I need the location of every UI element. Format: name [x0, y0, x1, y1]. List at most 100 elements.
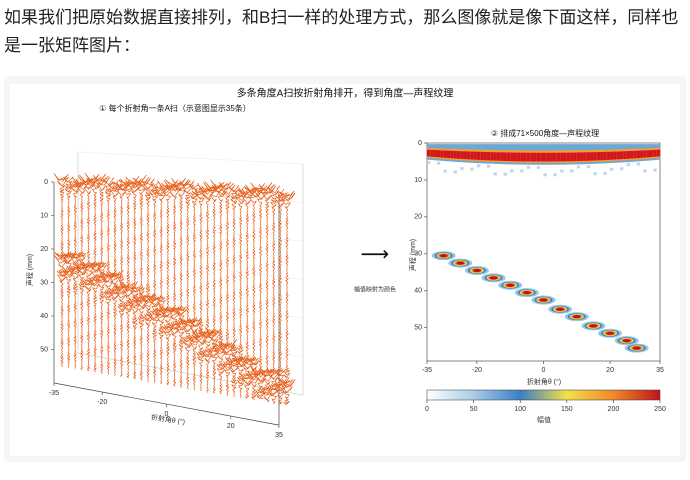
band-speck [636, 162, 641, 166]
a-scan-trace [179, 180, 198, 390]
band-core [523, 152, 528, 162]
right-x-label: 折射角θ (°) [527, 377, 561, 386]
band-core [573, 152, 577, 162]
y-tick-label: 10 [40, 212, 48, 219]
y-tick-label: 40 [40, 313, 48, 320]
band-speck [603, 171, 607, 175]
y-tick-label: 50 [40, 346, 48, 353]
reflector-blob [522, 291, 531, 295]
reflector-blob [539, 298, 548, 302]
band-core [540, 152, 544, 162]
band-core [603, 151, 607, 161]
colorbar-label: 幅值 [537, 415, 551, 424]
band-speck [610, 167, 614, 171]
band-core [636, 150, 641, 159]
band-core [626, 151, 631, 159]
band-core [456, 151, 461, 159]
reflector [464, 265, 489, 275]
band-speck [586, 165, 591, 169]
a-scan-trace [84, 172, 107, 372]
band-speck [493, 172, 497, 176]
a-scan-trace [139, 178, 157, 383]
arrow: ⟶ [361, 243, 390, 265]
x-tick-label: 20 [227, 423, 235, 430]
band-core [643, 150, 647, 158]
band-core [596, 152, 601, 161]
band-core [613, 151, 617, 160]
a-scan-trace [279, 190, 296, 405]
a-scan-trace [106, 180, 124, 376]
reflector-blob [439, 254, 448, 258]
band-speck [510, 169, 514, 173]
band-speck [620, 167, 624, 171]
band-speck [453, 170, 457, 174]
band-speck [626, 163, 631, 167]
band-core [450, 150, 454, 159]
band-core [576, 152, 581, 162]
band-core [633, 150, 637, 159]
a-scan-trace [148, 181, 161, 384]
band-speck [570, 169, 574, 173]
reflector-blob [506, 283, 515, 287]
band-speck [653, 168, 657, 172]
band-core [470, 151, 474, 160]
band-core [586, 152, 591, 161]
band-core [556, 152, 561, 162]
band-speck [476, 164, 481, 168]
band-core [640, 150, 644, 158]
paragraph: 如果我们把原始数据直接排列，和B扫一样的处理方式，那么图像就是像下面这样，同样也… [4, 8, 679, 55]
x-tick-label: -35 [422, 367, 432, 374]
band-speck [470, 167, 474, 171]
band-core [566, 152, 571, 162]
band-core [536, 152, 541, 162]
band-core [530, 152, 534, 162]
reflector-blob [456, 261, 465, 265]
band-speck [520, 169, 524, 173]
figure-title: 多条角度A扫按折射角排开，得到角度—声程纹理 [237, 87, 454, 100]
reflector-blob [572, 315, 581, 319]
colorbar-tick-label: 0 [425, 406, 429, 413]
band-core [483, 151, 488, 161]
band-core [473, 151, 478, 160]
x-tick-label: 0 [542, 367, 546, 374]
a-scan-trace [171, 178, 191, 388]
a-scan-trace [157, 179, 179, 386]
band-core [630, 150, 634, 159]
a-scan-trace [250, 182, 273, 400]
band-core [466, 151, 471, 160]
reflector-blob [632, 346, 641, 350]
band-core [583, 152, 587, 161]
band-speck [460, 167, 464, 171]
x-tick-label: 0 [165, 411, 169, 418]
band-core [443, 150, 448, 158]
colorbar-tick-label: 50 [470, 406, 478, 413]
reflector [514, 288, 539, 298]
reflector [598, 328, 623, 338]
a-scan-trace [98, 177, 117, 376]
band-core [427, 149, 431, 157]
y-tick-label: 20 [40, 246, 48, 253]
reflector [564, 312, 589, 322]
band-core [510, 152, 514, 162]
a-scan-trace [186, 183, 202, 391]
x-tick-label: 20 [606, 367, 614, 374]
x-tick-label: -20 [472, 367, 482, 374]
right-y-label: 声程 (mm) [408, 239, 417, 271]
band-core [620, 151, 624, 160]
band-core [500, 152, 504, 161]
band-speck [503, 172, 507, 176]
band-speck [436, 161, 441, 165]
reflector [531, 295, 556, 305]
reflector [431, 251, 456, 261]
band-core [580, 152, 584, 161]
band-core [610, 151, 614, 160]
band-core [446, 150, 451, 159]
a-scan-trace [238, 187, 257, 400]
x-tick-label: -20 [97, 399, 107, 406]
y-tick-label: 30 [40, 279, 48, 286]
band-core [513, 152, 518, 162]
band-core [436, 150, 441, 158]
band-speck [560, 169, 564, 173]
reflector [448, 258, 473, 268]
